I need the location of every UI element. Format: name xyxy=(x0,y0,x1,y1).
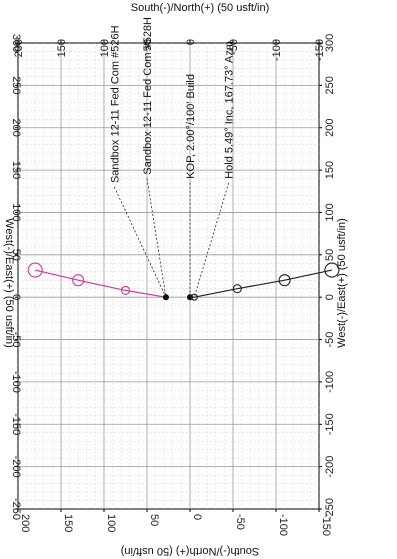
series-point xyxy=(27,262,43,278)
top-tick-label: 0 xyxy=(185,39,197,45)
right-tick-label: 50 xyxy=(324,249,336,261)
bottom-tick-label: -150 xyxy=(320,514,332,536)
left-tick-label: -100 xyxy=(10,371,22,393)
top-tick-label: 50 xyxy=(142,39,154,51)
label-528h-leader xyxy=(146,178,167,298)
bottom-tick-label: 150 xyxy=(62,514,74,532)
series-line-1 xyxy=(35,269,166,298)
label-528h: Sandbox 12-11 Fed Com #528H xyxy=(142,17,154,175)
grid xyxy=(18,43,319,509)
right-tick-label: 0 xyxy=(324,294,336,300)
left-tick-label: 0 xyxy=(10,294,22,300)
left-tick-label: 250 xyxy=(10,76,22,94)
right-tick-label: 200 xyxy=(324,119,336,137)
label-526h-leader xyxy=(113,186,167,298)
right-tick-label: 100 xyxy=(324,203,336,221)
bottom-tick-label: 200 xyxy=(19,514,31,532)
bottom-tick-label: 0 xyxy=(191,514,203,520)
ticks: 200 150 100 50 0 -50 -100 -150 200 150 100 50 0 -50 -1… xyxy=(10,34,336,536)
left-tick-label: -200 xyxy=(10,456,22,478)
right-tick-label: -100 xyxy=(324,371,336,393)
right-tick-label: 300 xyxy=(324,34,336,52)
bottom-tick-label: 50 xyxy=(148,514,160,526)
plot-area xyxy=(17,42,320,510)
right-tick-label: 250 xyxy=(324,76,336,94)
bottom-axis-label: South(-)/North(+) (50 usft/in) xyxy=(121,545,259,557)
left-tick-label: -250 xyxy=(10,498,22,520)
left-tick-label: -50 xyxy=(10,332,22,348)
series-point xyxy=(120,285,131,295)
left-tick-label: 100 xyxy=(10,203,22,221)
right-axis-label: West(-)/East(+) (50 usft/in) xyxy=(336,218,348,348)
bottom-tick-label: -100 xyxy=(277,514,289,536)
left-axis-label: West(-)/East(+) (50 usft/in) xyxy=(3,218,15,348)
left-tick-label: 50 xyxy=(10,249,22,261)
top-tick-label: -150 xyxy=(314,39,326,61)
top-tick-label: 100 xyxy=(99,39,111,57)
top-tick-label: 150 xyxy=(56,39,68,57)
top-tick-label: 200 xyxy=(13,39,25,57)
left-tick-label: 200 xyxy=(10,119,22,137)
series-point xyxy=(232,284,242,294)
series-point xyxy=(190,293,198,301)
bottom-tick-label: 100 xyxy=(105,514,117,532)
bottom-tick-label: -50 xyxy=(234,514,246,530)
series-point xyxy=(278,274,291,287)
right-tick-label: -50 xyxy=(324,332,336,348)
label-hold: Hold 5.49° Inc, 167.73° Azm xyxy=(224,41,236,179)
left-tick-label: 150 xyxy=(10,161,22,179)
right-tick-label: -150 xyxy=(324,413,336,435)
top-tick-label: -50 xyxy=(228,39,240,55)
top-tick-label: -100 xyxy=(271,39,283,61)
right-tick-label: 150 xyxy=(324,161,336,179)
series-point xyxy=(324,262,340,278)
series-point xyxy=(72,274,85,287)
right-tick-label: -200 xyxy=(324,456,336,478)
label-kop: KOP, 2.00°/100' Build xyxy=(185,74,197,179)
annotations-layer: Sandbox 12-11 Fed Com #526H Sandbox 12-11… xyxy=(109,17,236,298)
left-tick-label: -150 xyxy=(10,413,22,435)
label-526h: Sandbox 12-11 Fed Com #526H xyxy=(109,25,121,183)
top-axis-label: South(-)/North(+) (50 usft/in) xyxy=(131,2,269,14)
left-tick-label: 300 xyxy=(10,34,22,52)
right-tick-label: -250 xyxy=(324,498,336,520)
series-layer xyxy=(27,262,340,301)
